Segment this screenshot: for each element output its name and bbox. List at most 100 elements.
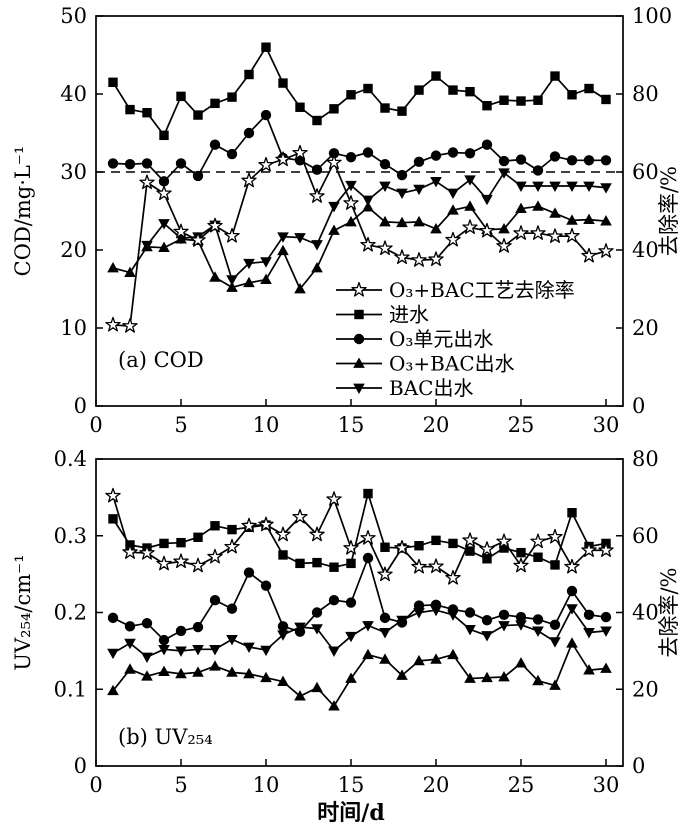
circle-marker	[141, 618, 153, 629]
y-right-tick-label: 60	[632, 160, 659, 184]
open-star-marker	[394, 249, 410, 265]
triangle-down-marker	[294, 622, 306, 634]
chart-a: 0 5 10 15 20 25 30 0 10 20 30 40 50 0 20 40 60 80 100 COD/m…	[11, 4, 681, 437]
triangle-down-marker	[175, 646, 187, 657]
open-star-marker	[598, 542, 614, 557]
y-left-tick-label: 50	[60, 4, 87, 28]
open-star-marker	[275, 151, 291, 167]
circle-marker	[498, 609, 510, 621]
y-right-tick-label: 0	[632, 754, 645, 778]
open-star-marker	[207, 217, 223, 233]
circle-marker	[328, 148, 340, 159]
circle-marker	[158, 634, 170, 646]
triangle-up-marker	[447, 648, 459, 660]
triangle-up-marker	[260, 273, 272, 285]
triangle-down-marker	[464, 175, 476, 186]
triangle-down-marker	[192, 644, 204, 656]
triangle-up-marker	[107, 684, 119, 696]
circle-marker	[311, 607, 323, 618]
y-left-tick-label: 30	[60, 160, 87, 184]
y-left-tick-label: 0	[74, 394, 87, 418]
triangle-up-marker	[311, 261, 323, 273]
circle-marker	[498, 155, 510, 167]
triangle-up-marker	[277, 675, 289, 686]
triangle-up-marker	[226, 666, 238, 677]
open-star-marker	[394, 539, 410, 555]
open-star-marker	[377, 566, 393, 582]
circle-marker	[532, 614, 544, 625]
open-star-marker	[445, 231, 461, 247]
triangle-down-marker	[549, 637, 561, 648]
square-marker	[210, 98, 220, 109]
y-right-tick-label: 20	[632, 677, 659, 701]
triangle-down-marker	[107, 648, 119, 660]
open-star-marker	[564, 227, 580, 243]
triangle-up-marker	[600, 215, 612, 226]
open-star-marker	[207, 548, 223, 564]
triangle-up-marker	[192, 666, 204, 677]
y-right-tick-label: 100	[632, 4, 672, 28]
open-star-marker	[496, 238, 512, 253]
y-right-tick-label: 20	[632, 316, 659, 340]
legend-label-o3-bac-effluent: O₃+BAC出水	[389, 352, 515, 376]
square-marker	[414, 85, 424, 95]
legend-item-o3-unit-effluent: O₃单元出水	[336, 327, 493, 351]
square-marker	[108, 77, 118, 87]
triangle-down-marker	[396, 188, 408, 200]
y-left-tick-label: 20	[60, 238, 87, 262]
open-star-marker	[105, 316, 121, 332]
triangle-down-marker	[515, 181, 527, 193]
square-marker	[448, 85, 458, 95]
triangle-up-marker	[430, 222, 442, 234]
triangle-up-marker	[141, 670, 153, 681]
triangle-down-marker	[600, 626, 612, 637]
panel-label-a: (a) COD	[118, 348, 204, 372]
circle-marker	[277, 621, 289, 632]
triangle-down-marker	[600, 183, 612, 194]
circle-marker	[158, 176, 170, 187]
series-influent	[108, 42, 611, 141]
y-right-tick-label: 80	[632, 82, 659, 106]
circle-marker	[515, 611, 527, 623]
y-right-tick-label: 0	[632, 394, 645, 418]
open-star-marker	[241, 172, 257, 188]
triangle-down-marker	[362, 195, 374, 207]
open-star-marker	[496, 533, 512, 549]
circle-marker	[549, 151, 561, 162]
triangle-up-marker	[209, 660, 221, 671]
series-bac-effluent	[141, 168, 612, 286]
open-star-marker	[530, 533, 546, 549]
triangle-down-marker	[532, 181, 544, 193]
circle-marker	[209, 595, 221, 606]
legend-item-o3-bac-effluent: O₃+BAC出水	[336, 352, 515, 376]
square-marker	[193, 532, 203, 542]
y-left-tick-label: 0.3	[54, 524, 87, 548]
triangle-down-marker	[583, 628, 595, 639]
triangle-up-marker	[345, 215, 357, 227]
triangle-down-marker	[447, 610, 459, 621]
x-tick-label: 25	[508, 413, 535, 437]
circle-marker	[430, 150, 442, 161]
open-star-marker	[564, 558, 580, 574]
open-star-marker	[292, 508, 308, 524]
open-star-marker	[122, 544, 138, 559]
square-marker	[550, 71, 560, 81]
legend-label-o3-unit-effluent: O₃单元出水	[389, 327, 493, 351]
circle-marker	[345, 597, 357, 608]
square-marker	[295, 558, 305, 569]
plot-frame	[95, 458, 624, 767]
square-marker	[176, 91, 186, 102]
circle-marker	[175, 158, 187, 169]
open-star-marker	[139, 174, 155, 190]
triangle-up-marker	[379, 215, 391, 227]
series-removal-rate	[105, 144, 614, 333]
triangle-up-marker	[209, 271, 221, 282]
triangle-down-marker	[141, 240, 153, 252]
triangle-up-marker	[464, 200, 476, 211]
triangle-down-marker	[566, 604, 578, 615]
square-marker	[312, 115, 322, 126]
square-marker	[108, 514, 118, 524]
triangle-up-marker	[430, 653, 442, 664]
square-marker	[414, 541, 424, 551]
square-marker	[312, 557, 322, 568]
